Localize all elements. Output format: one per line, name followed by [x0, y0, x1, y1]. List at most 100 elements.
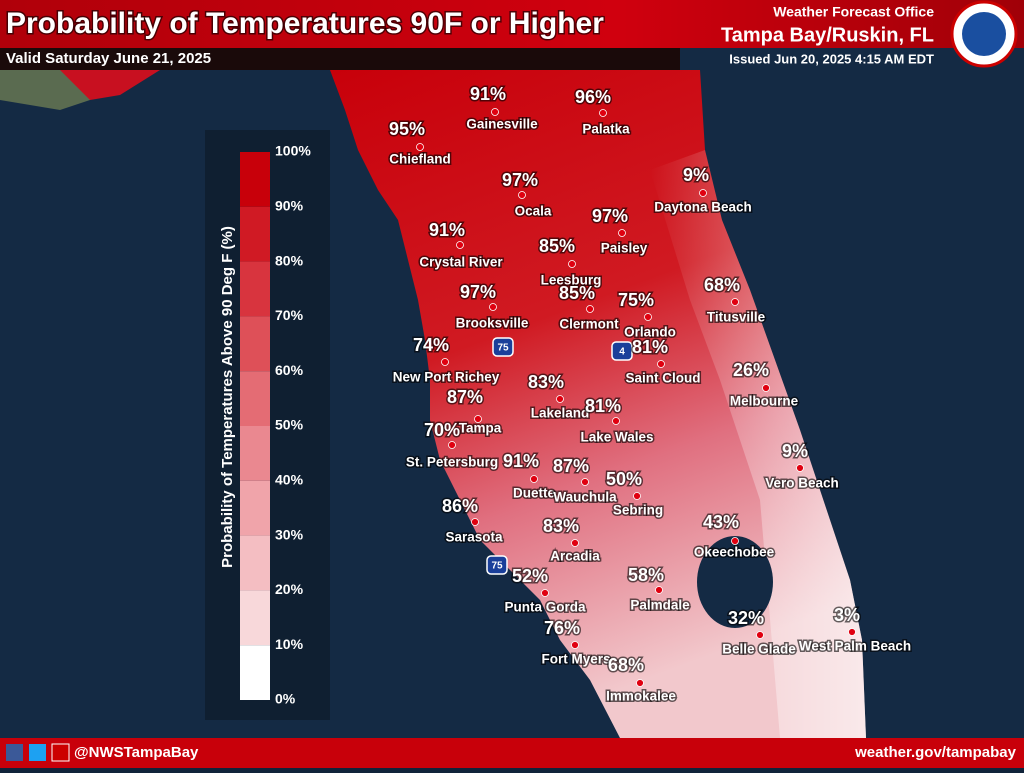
city-dot [612, 417, 620, 425]
legend-swatch [240, 590, 270, 646]
city-probability: 70% [424, 420, 460, 440]
city-name: Brooksville [456, 316, 529, 331]
city-name: Daytona Beach [654, 200, 752, 215]
twitter-icon[interactable] [29, 744, 46, 761]
interstate-number: 75 [497, 343, 509, 354]
city-name: Sarasota [445, 530, 503, 545]
city-name: Wauchula [553, 490, 617, 505]
youtube-icon[interactable] [51, 743, 70, 762]
footer-bar [0, 738, 1024, 768]
interstate-number: 75 [491, 561, 503, 572]
city-probability: 68% [608, 655, 644, 675]
legend-swatch [240, 206, 270, 262]
city-name: Leesburg [541, 273, 602, 288]
city-probability: 97% [592, 206, 628, 226]
city-name: Saint Cloud [626, 371, 701, 386]
city-dot [568, 260, 576, 268]
city-dot [556, 395, 564, 403]
city-name: Lakeland [531, 406, 590, 421]
city-probability: 9% [683, 165, 709, 185]
city-dot [518, 191, 526, 199]
city-name: New Port Richey [393, 370, 500, 385]
nws-logo-inner [962, 12, 1006, 56]
city-probability: 91% [429, 220, 465, 240]
legend-tick-label: 0% [275, 691, 296, 707]
city-dot [581, 478, 589, 486]
panhandle-heat [60, 70, 160, 100]
valid-date: Valid Saturday June 21, 2025 [6, 50, 211, 67]
legend-swatch [240, 535, 270, 591]
city-probability: 83% [543, 516, 579, 536]
title: Probability of Temperatures 90F or Highe… [6, 7, 604, 40]
legend-tick-label: 30% [275, 526, 304, 542]
city-name: Vero Beach [765, 476, 839, 491]
city-probability: 68% [704, 275, 740, 295]
city-name: Palatka [582, 122, 630, 137]
location: Tampa Bay/Ruskin, FL [721, 24, 934, 46]
city-probability: 43% [703, 512, 739, 532]
city-probability: 97% [460, 282, 496, 302]
interstate-shield [611, 341, 633, 361]
city-name: West Palm Beach [799, 639, 911, 654]
facebook-icon[interactable] [6, 744, 23, 761]
city-probability: 3% [834, 605, 860, 625]
city-name: Palmdale [630, 598, 690, 613]
city-name: Duette [513, 486, 555, 501]
city-dot [699, 189, 707, 197]
legend-tick-label: 50% [275, 417, 304, 433]
city-name: Fort Myers [541, 652, 610, 667]
interstate-shield [492, 337, 514, 357]
city-probability: 9% [782, 441, 808, 461]
city-name: Arcadia [550, 549, 600, 564]
city-probability: 76% [544, 618, 580, 638]
city-name: Gainesville [466, 117, 538, 132]
city-name: Sebring [613, 503, 663, 518]
city-name: Lake Wales [580, 430, 653, 445]
legend-swatch [240, 645, 270, 700]
city-dot [636, 679, 644, 687]
city-dot [618, 229, 626, 237]
city-name: Chiefland [389, 152, 451, 167]
city-dot [731, 537, 739, 545]
office: Weather Forecast Office [773, 4, 934, 20]
legend-tick-label: 20% [275, 581, 304, 597]
interstate-number: 4 [619, 347, 625, 358]
city-dot [796, 464, 804, 472]
city-name: Belle Glade [722, 642, 796, 657]
city-dot [530, 475, 538, 483]
city-name: Crystal River [419, 255, 503, 270]
footer-url[interactable]: weather.gov/tampabay [854, 744, 1017, 761]
city-dot [571, 641, 579, 649]
city-probability: 81% [632, 337, 668, 357]
city-name: Orlando [624, 325, 676, 340]
issued: Issued Jun 20, 2025 4:15 AM EDT [729, 51, 934, 66]
legend-tick-label: 80% [275, 252, 304, 268]
city-dot [762, 384, 770, 392]
header-bar [0, 0, 1024, 48]
city-name: St. Petersburg [406, 455, 498, 470]
city-dot [655, 586, 663, 594]
city-name: Titusville [707, 310, 766, 325]
city-probability: 95% [389, 119, 425, 139]
city-dot [571, 539, 579, 547]
city-dot [441, 358, 449, 366]
interstate-shield [486, 555, 508, 575]
city-probability: 96% [575, 87, 611, 107]
city-name: Melbourne [730, 394, 799, 409]
city-probability: 91% [503, 451, 539, 471]
city-probability: 85% [559, 283, 595, 303]
city-dot [657, 360, 665, 368]
city-probability: 87% [447, 387, 483, 407]
city-probability: 87% [553, 456, 589, 476]
legend-tick-label: 70% [275, 307, 304, 323]
city-name: Paisley [601, 241, 648, 256]
legend-swatch [240, 152, 270, 207]
city-dot [731, 298, 739, 306]
east-coast [650, 150, 866, 738]
city-probability: 52% [512, 566, 548, 586]
city-name: Tampa [459, 421, 502, 436]
city-name: Immokalee [606, 689, 676, 704]
city-name: Ocala [515, 204, 552, 219]
city-probability: 50% [606, 469, 642, 489]
city-dot [599, 109, 607, 117]
